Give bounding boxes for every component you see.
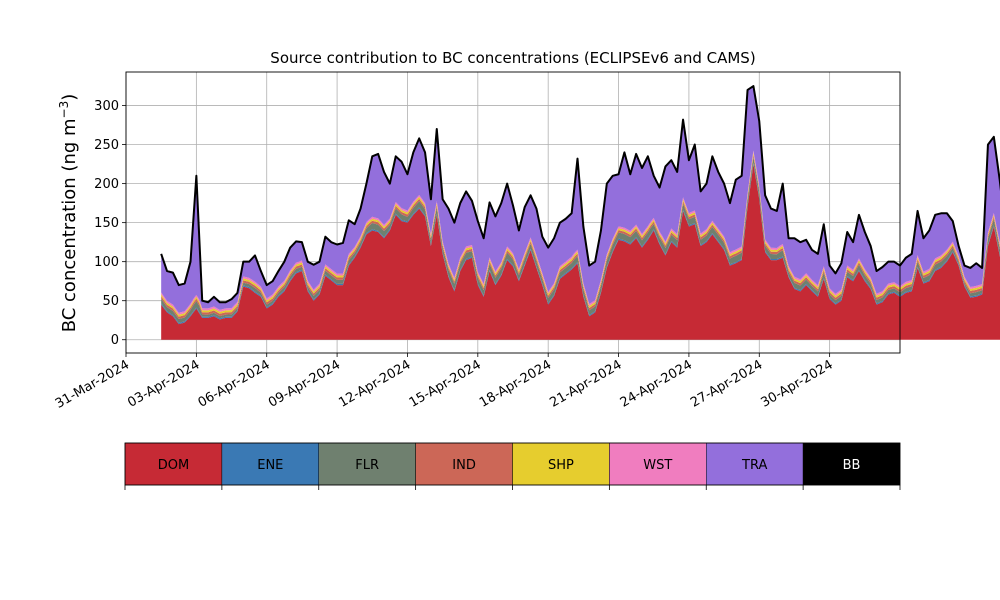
- y-tick-label: 100: [94, 255, 119, 270]
- series-line-bb: [160, 85, 1000, 304]
- y-axis-label-base: BC concentration (ng m: [59, 118, 80, 332]
- legend-frame: [124, 442, 901, 486]
- y-tick-label: 250: [94, 138, 119, 153]
- y-tick-label: 0: [111, 333, 119, 348]
- legend-label-ind: IND: [452, 458, 476, 473]
- legend-swatch-dom: [124, 442, 223, 486]
- y-tick-label: 150: [94, 216, 119, 231]
- y-axis: 0 50 100 150 200 250 300: [94, 99, 126, 348]
- chart-title: Source contribution to BC concentrations…: [270, 49, 755, 67]
- legend-label-shp: SHP: [548, 458, 574, 473]
- legend-label-bb: BB: [843, 458, 861, 473]
- legend-swatch-bb: [802, 442, 901, 486]
- y-axis-label-close: ): [59, 94, 80, 101]
- area-dom: [161, 164, 1000, 340]
- legend-swatch-tra: [706, 442, 804, 486]
- legend-label-ene: ENE: [257, 458, 283, 473]
- y-axis-label: BC concentration (ng m−3): [57, 94, 80, 333]
- plot-frame: [125, 71, 901, 354]
- y-tick-label: 50: [102, 294, 119, 309]
- y-tick-label: 300: [94, 99, 119, 114]
- legend-label-tra: TRA: [741, 458, 767, 473]
- legend-label-wst: WST: [643, 458, 672, 473]
- legend-label-flr: FLR: [355, 458, 379, 473]
- legend-swatch-ind: [415, 442, 513, 486]
- legend: DOM ENE FLR IND SHP WST TRA BB: [124, 442, 901, 490]
- legend-swatch-ene: [221, 442, 319, 486]
- legend-label-dom: DOM: [158, 458, 189, 473]
- y-axis-label-exponent: −3: [57, 101, 71, 119]
- legend-swatch-shp: [512, 442, 610, 486]
- total-line-group: [160, 85, 1000, 304]
- y-tick-label: 200: [94, 177, 119, 192]
